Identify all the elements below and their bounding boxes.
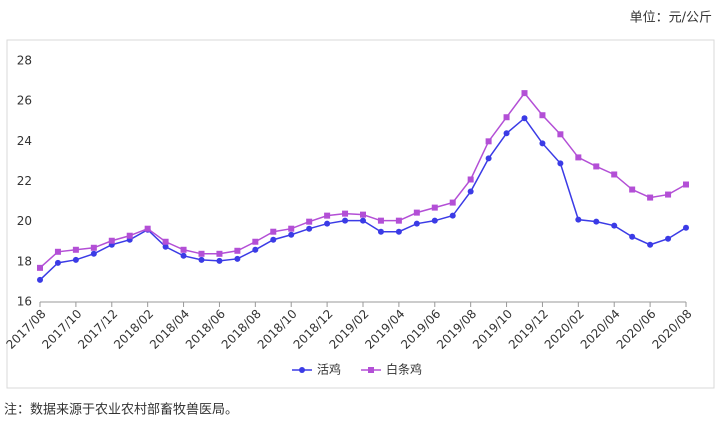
point	[252, 246, 259, 253]
point	[198, 256, 205, 263]
point	[37, 264, 43, 271]
point	[90, 244, 97, 251]
legend-marker	[299, 367, 305, 373]
y-tick-label: 24	[17, 134, 32, 148]
point	[270, 236, 277, 243]
legend-label: 白条鸡	[386, 362, 422, 377]
point	[288, 231, 295, 238]
point	[521, 90, 528, 97]
x-tick-label: 2020/08	[649, 307, 694, 352]
legend-label: 活鸡	[317, 362, 341, 377]
point	[521, 115, 528, 122]
legend-marker	[368, 367, 375, 373]
y-tick-label: 26	[17, 94, 32, 108]
point	[485, 155, 492, 162]
point	[144, 225, 151, 232]
point	[360, 217, 366, 224]
point	[395, 228, 402, 235]
point	[503, 114, 510, 121]
point	[647, 194, 654, 201]
point	[539, 140, 546, 147]
point	[557, 131, 564, 138]
point	[647, 241, 654, 248]
point	[270, 228, 277, 235]
point	[252, 238, 259, 245]
point	[360, 211, 366, 218]
point	[467, 176, 474, 183]
point	[467, 188, 474, 195]
series-line	[39, 117, 687, 281]
point	[90, 250, 97, 257]
point	[575, 154, 582, 161]
point	[413, 220, 420, 227]
point	[575, 216, 582, 223]
point	[449, 199, 456, 206]
unit-label: 单位：元/公斤	[630, 11, 712, 26]
point	[162, 238, 169, 245]
point	[342, 210, 349, 217]
point	[180, 252, 187, 259]
point	[324, 220, 331, 227]
point	[683, 224, 689, 231]
point	[431, 204, 438, 211]
point	[72, 246, 79, 253]
point	[629, 233, 636, 240]
point	[324, 212, 331, 219]
point	[629, 186, 636, 193]
point	[72, 256, 79, 263]
point	[234, 255, 241, 262]
point	[683, 181, 689, 188]
y-tick-label: 18	[17, 254, 32, 268]
point	[342, 217, 349, 224]
point	[593, 163, 600, 170]
point	[665, 191, 672, 198]
point	[288, 225, 295, 232]
point	[216, 250, 223, 257]
point	[611, 171, 618, 178]
point	[539, 112, 546, 119]
y-tick-label: 28	[17, 54, 32, 68]
source-note: 注：数据来源于农业农村部畜牧兽医局。	[4, 402, 238, 418]
y-tick-label: 20	[17, 214, 32, 228]
point	[126, 232, 133, 239]
point	[180, 246, 187, 253]
point	[485, 138, 492, 145]
point	[665, 235, 672, 242]
point	[377, 217, 384, 224]
point	[395, 217, 402, 224]
point	[216, 257, 223, 264]
point	[108, 237, 115, 244]
point	[198, 250, 205, 257]
point	[593, 218, 600, 225]
point	[413, 209, 420, 216]
point	[449, 212, 456, 219]
y-tick-label: 22	[17, 174, 32, 188]
point	[611, 222, 618, 229]
point	[306, 225, 313, 232]
point	[234, 247, 241, 254]
point	[306, 218, 313, 225]
point	[54, 248, 61, 255]
chart-frame	[6, 39, 715, 389]
point	[37, 276, 43, 283]
point	[54, 259, 61, 266]
point	[162, 243, 169, 250]
point	[503, 130, 510, 137]
y-tick-label: 16	[17, 295, 32, 309]
point	[431, 217, 438, 224]
point	[557, 160, 564, 167]
series-line	[39, 91, 687, 269]
point	[377, 228, 384, 235]
